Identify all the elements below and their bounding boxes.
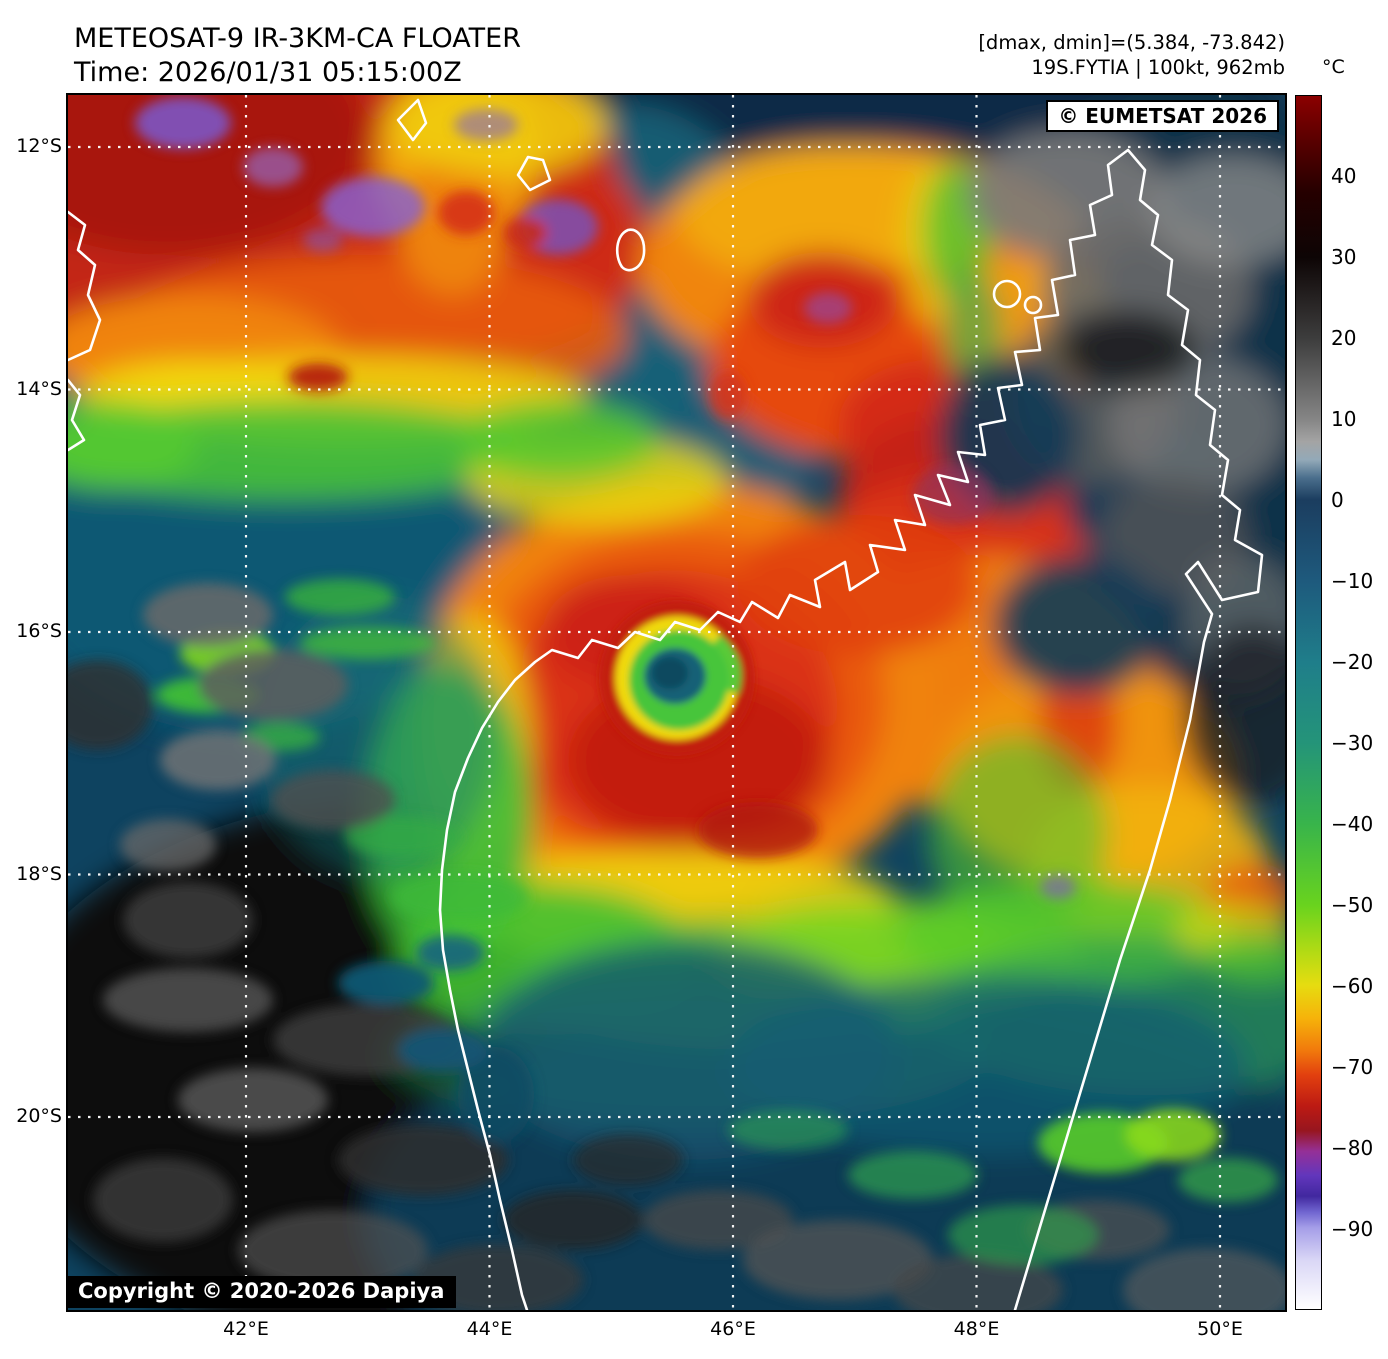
satellite-imagery	[68, 95, 1285, 1310]
copyright-watermark: Copyright © 2020-2026 Dapiya	[68, 1276, 456, 1308]
colorbar-tick-label: 40	[1331, 164, 1356, 188]
colorbar	[1295, 95, 1322, 1310]
colorbar-tick-label: −80	[1331, 1136, 1373, 1160]
colorbar-tick-label: −40	[1331, 812, 1373, 836]
colorbar-tick-label: −70	[1331, 1055, 1373, 1079]
header-readouts: [dmax, dmin]=(5.384, -73.842) 19S.FYTIA …	[978, 30, 1285, 80]
colorbar-tick-label: −10	[1331, 569, 1373, 593]
dmax-dmin-readout: [dmax, dmin]=(5.384, -73.842)	[978, 30, 1285, 55]
colorbar-tick-label: −50	[1331, 893, 1373, 917]
latitude-tick-label: 20°S	[0, 1105, 62, 1127]
latitude-axis: 12°S 14°S 16°S 18°S 20°S	[0, 0, 68, 1359]
latitude-tick-label: 16°S	[0, 620, 62, 642]
latitude-tick-label: 18°S	[0, 863, 62, 885]
longitude-tick-label: 48°E	[937, 1318, 1017, 1340]
figure-title: METEOSAT-9 IR-3KM-CA FLOATER	[74, 22, 521, 56]
eumetsat-watermark: © EUMETSAT 2026	[1046, 100, 1279, 132]
latitude-tick-label: 12°S	[0, 135, 62, 157]
colorbar-tick-label: −30	[1331, 731, 1373, 755]
storm-intensity-readout: 19S.FYTIA | 100kt, 962mb	[978, 55, 1285, 80]
figure-timestamp: Time: 2026/01/31 05:15:00Z	[74, 56, 462, 90]
longitude-tick-label: 50°E	[1180, 1318, 1260, 1340]
longitude-tick-label: 44°E	[450, 1318, 530, 1340]
colorbar-tick-label: 10	[1331, 407, 1356, 431]
latitude-tick-label: 14°S	[0, 378, 62, 400]
colorbar-tick-label: 30	[1331, 245, 1356, 269]
longitude-tick-label: 42°E	[206, 1318, 286, 1340]
satellite-map: © EUMETSAT 2026 Copyright © 2020-2026 Da…	[66, 93, 1287, 1312]
colorbar-tick-label: −90	[1331, 1217, 1373, 1241]
colorbar-tick-label: 0	[1331, 488, 1344, 512]
longitude-tick-label: 46°E	[693, 1318, 773, 1340]
longitude-axis: 42°E 44°E 46°E 48°E 50°E	[0, 1318, 1388, 1348]
colorbar-tick-label: −20	[1331, 650, 1373, 674]
colorbar-tick-labels: 40 30 20 10 0 −10 −20 −30 −40 −50 −60 −70 −80 −90	[1331, 0, 1388, 1359]
colorbar-tick-label: −60	[1331, 974, 1373, 998]
colorbar-tick-label: 20	[1331, 326, 1356, 350]
